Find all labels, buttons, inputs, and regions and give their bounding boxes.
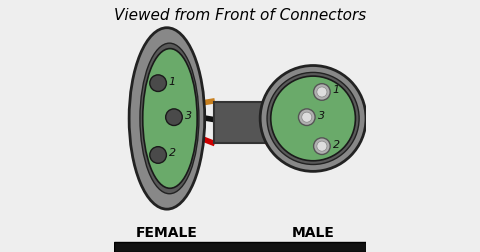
Ellipse shape [143, 49, 197, 188]
Circle shape [260, 66, 366, 171]
Text: 3: 3 [185, 111, 192, 121]
Text: MALE: MALE [292, 226, 335, 240]
Circle shape [299, 109, 315, 125]
Text: 1: 1 [169, 77, 176, 87]
Circle shape [166, 109, 182, 125]
Text: 3: 3 [318, 111, 325, 121]
Circle shape [271, 76, 355, 161]
Circle shape [150, 75, 167, 91]
Circle shape [313, 84, 330, 100]
Ellipse shape [140, 43, 199, 194]
Text: 2: 2 [169, 148, 176, 159]
Text: 1: 1 [333, 85, 340, 96]
Circle shape [267, 72, 359, 165]
Text: Viewed from Front of Connectors: Viewed from Front of Connectors [114, 8, 366, 23]
Circle shape [317, 87, 327, 97]
Text: FEMALE: FEMALE [136, 226, 198, 240]
Circle shape [317, 141, 327, 151]
Circle shape [313, 138, 330, 154]
Circle shape [302, 112, 312, 122]
Ellipse shape [129, 28, 204, 209]
FancyBboxPatch shape [214, 102, 266, 143]
FancyBboxPatch shape [114, 242, 366, 252]
Text: 2: 2 [333, 140, 340, 150]
Circle shape [150, 147, 167, 163]
